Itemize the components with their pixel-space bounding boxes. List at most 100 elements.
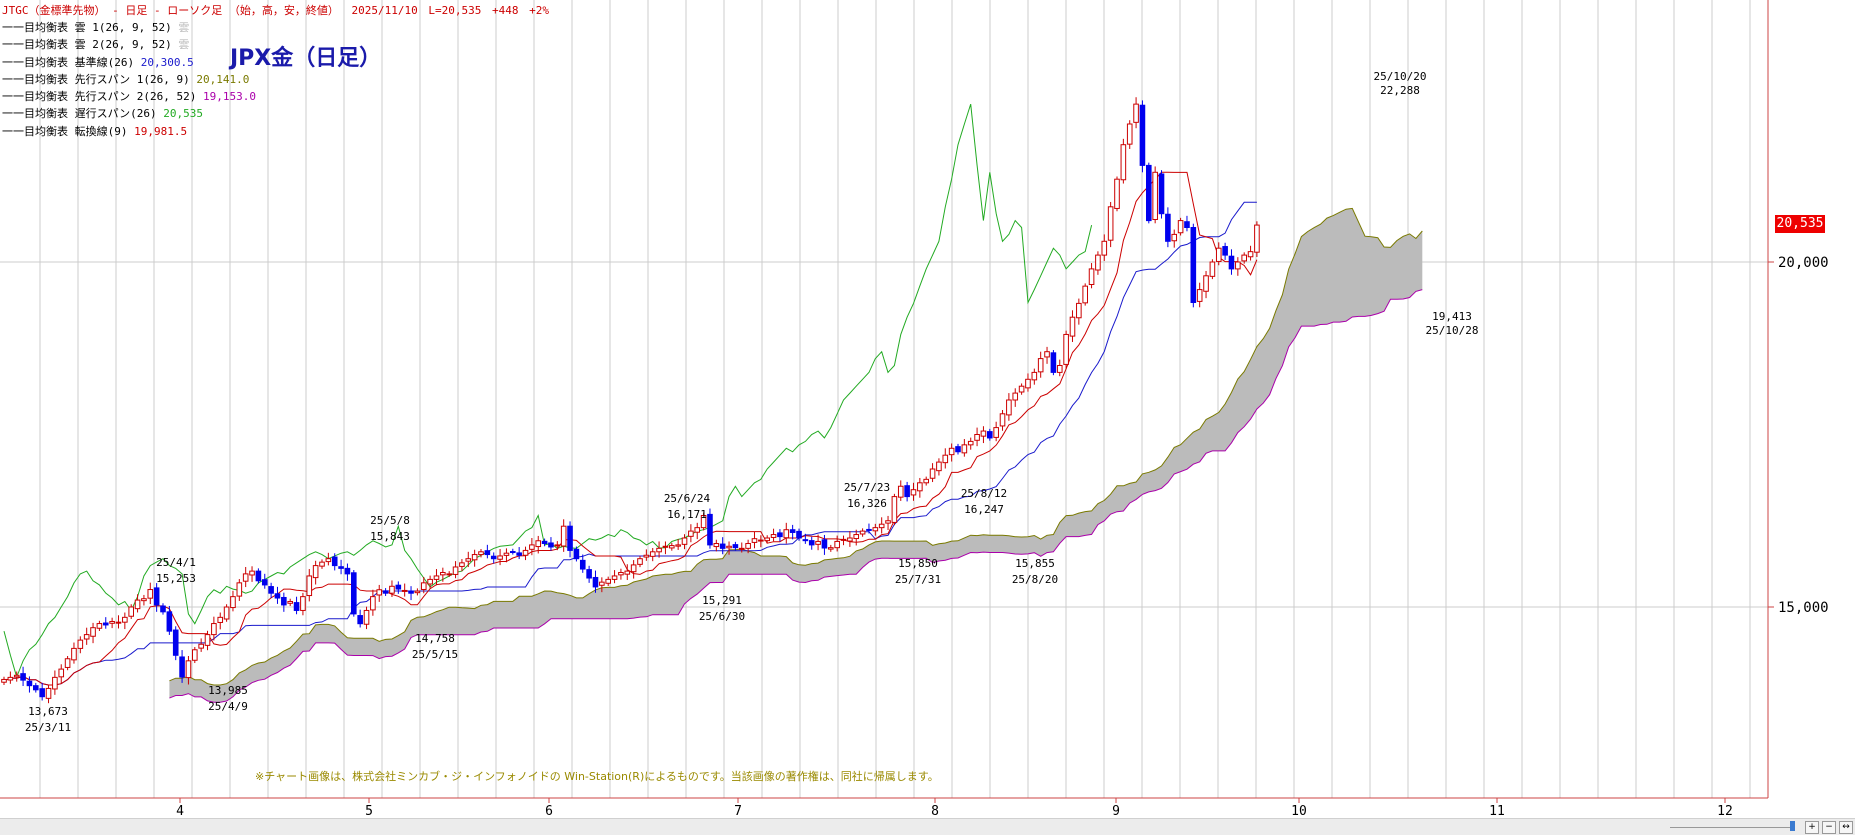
annotation-price: 13,985	[208, 684, 248, 697]
candle-body	[211, 623, 217, 636]
annotation-date: 25/7/31	[895, 573, 941, 586]
candle	[408, 586, 414, 601]
candle-body	[172, 629, 179, 656]
candle-body	[999, 413, 1006, 427]
candle-body	[891, 496, 898, 523]
candle-body	[815, 540, 821, 545]
candle	[936, 458, 942, 476]
candle-body	[1241, 254, 1248, 262]
candle-body	[7, 676, 14, 681]
price-annotation: 13,985 25/4/9	[208, 684, 248, 713]
candle-body	[783, 529, 790, 539]
candle-body	[1037, 358, 1044, 373]
candle	[478, 549, 484, 558]
candle	[579, 554, 586, 573]
legend-prefix: 一一目均衡表	[2, 72, 75, 86]
legend-name: 雲 2(26, 9, 52)	[74, 38, 179, 52]
candle	[71, 642, 77, 664]
x-tick-label: 4	[176, 804, 184, 819]
candle	[160, 603, 166, 615]
annotation-price: 19,413	[1432, 310, 1472, 323]
candle	[847, 531, 853, 547]
candle-body	[713, 543, 720, 548]
candle	[777, 529, 783, 542]
fit-button[interactable]: ↔	[1839, 821, 1853, 834]
horizontal-scrollbar[interactable]: + − ↔	[0, 818, 1855, 835]
candle-body	[242, 573, 249, 582]
candle-body	[351, 572, 357, 615]
candle-body	[560, 525, 567, 547]
candle-body	[389, 585, 395, 594]
candle-body	[885, 520, 891, 524]
candle	[433, 569, 440, 586]
candle-body	[707, 513, 713, 546]
candle	[999, 410, 1006, 431]
candle	[573, 546, 580, 562]
candle-body	[236, 582, 243, 597]
candle	[452, 561, 459, 579]
candle	[859, 528, 866, 537]
candle-body	[834, 540, 840, 549]
candle-body	[446, 573, 452, 576]
candle-body	[223, 606, 230, 620]
zoom-out-button[interactable]: −	[1822, 821, 1836, 834]
candle-body	[974, 434, 980, 441]
candle	[758, 535, 764, 548]
candle	[77, 636, 84, 654]
candle-body	[1082, 285, 1089, 304]
candle	[872, 523, 879, 536]
candle	[1069, 310, 1076, 342]
candle	[802, 533, 809, 544]
scroll-thumb[interactable]	[1790, 821, 1795, 831]
candle-body	[1184, 221, 1190, 228]
candle	[96, 620, 103, 632]
candle-body	[1235, 261, 1241, 270]
candle	[45, 684, 52, 704]
candle-body	[516, 552, 522, 556]
candle-body	[408, 590, 414, 594]
candle	[1165, 207, 1171, 248]
candle	[420, 576, 427, 594]
candle-body	[281, 596, 287, 606]
candle-body	[980, 430, 987, 437]
candle	[274, 586, 281, 604]
candle	[669, 542, 675, 551]
candle	[236, 579, 243, 601]
candle	[541, 538, 548, 547]
price-annotation: 15,855 25/8/20	[1012, 557, 1058, 586]
candle-body	[656, 547, 662, 553]
candle-body	[26, 680, 33, 687]
candle-body	[1165, 213, 1171, 242]
candle	[503, 548, 510, 563]
candle-body	[1031, 371, 1038, 381]
candle-body	[828, 547, 834, 550]
zoom-in-button[interactable]: +	[1805, 821, 1819, 834]
header-date: 2025/11/10	[351, 4, 418, 17]
candle-body	[274, 593, 281, 599]
y-tick-label: 20,000	[1778, 255, 1829, 271]
candle	[993, 421, 999, 442]
candle	[955, 443, 961, 455]
price-annotation: 15,850 25/7/31	[895, 557, 941, 586]
legend-name: 先行スパン 2(26, 52)	[74, 90, 204, 104]
candle-body	[102, 622, 109, 626]
candle	[331, 553, 338, 571]
candle-body	[1107, 206, 1114, 241]
annotation-date: 25/6/24	[664, 492, 711, 505]
candle-body	[45, 687, 52, 699]
candle	[306, 569, 313, 602]
candle-body	[967, 440, 974, 446]
candle	[815, 534, 821, 551]
candle	[630, 560, 637, 579]
candle-body	[936, 461, 942, 472]
candle-body	[904, 485, 910, 498]
candle	[675, 539, 681, 550]
candle-body	[1196, 289, 1203, 302]
candle-body	[1012, 392, 1019, 401]
x-tick-label: 6	[545, 804, 553, 819]
candle	[611, 570, 618, 584]
candle	[1095, 251, 1101, 275]
candle	[974, 427, 980, 447]
scroll-track-line	[1670, 827, 1790, 828]
candle-body	[153, 587, 160, 606]
